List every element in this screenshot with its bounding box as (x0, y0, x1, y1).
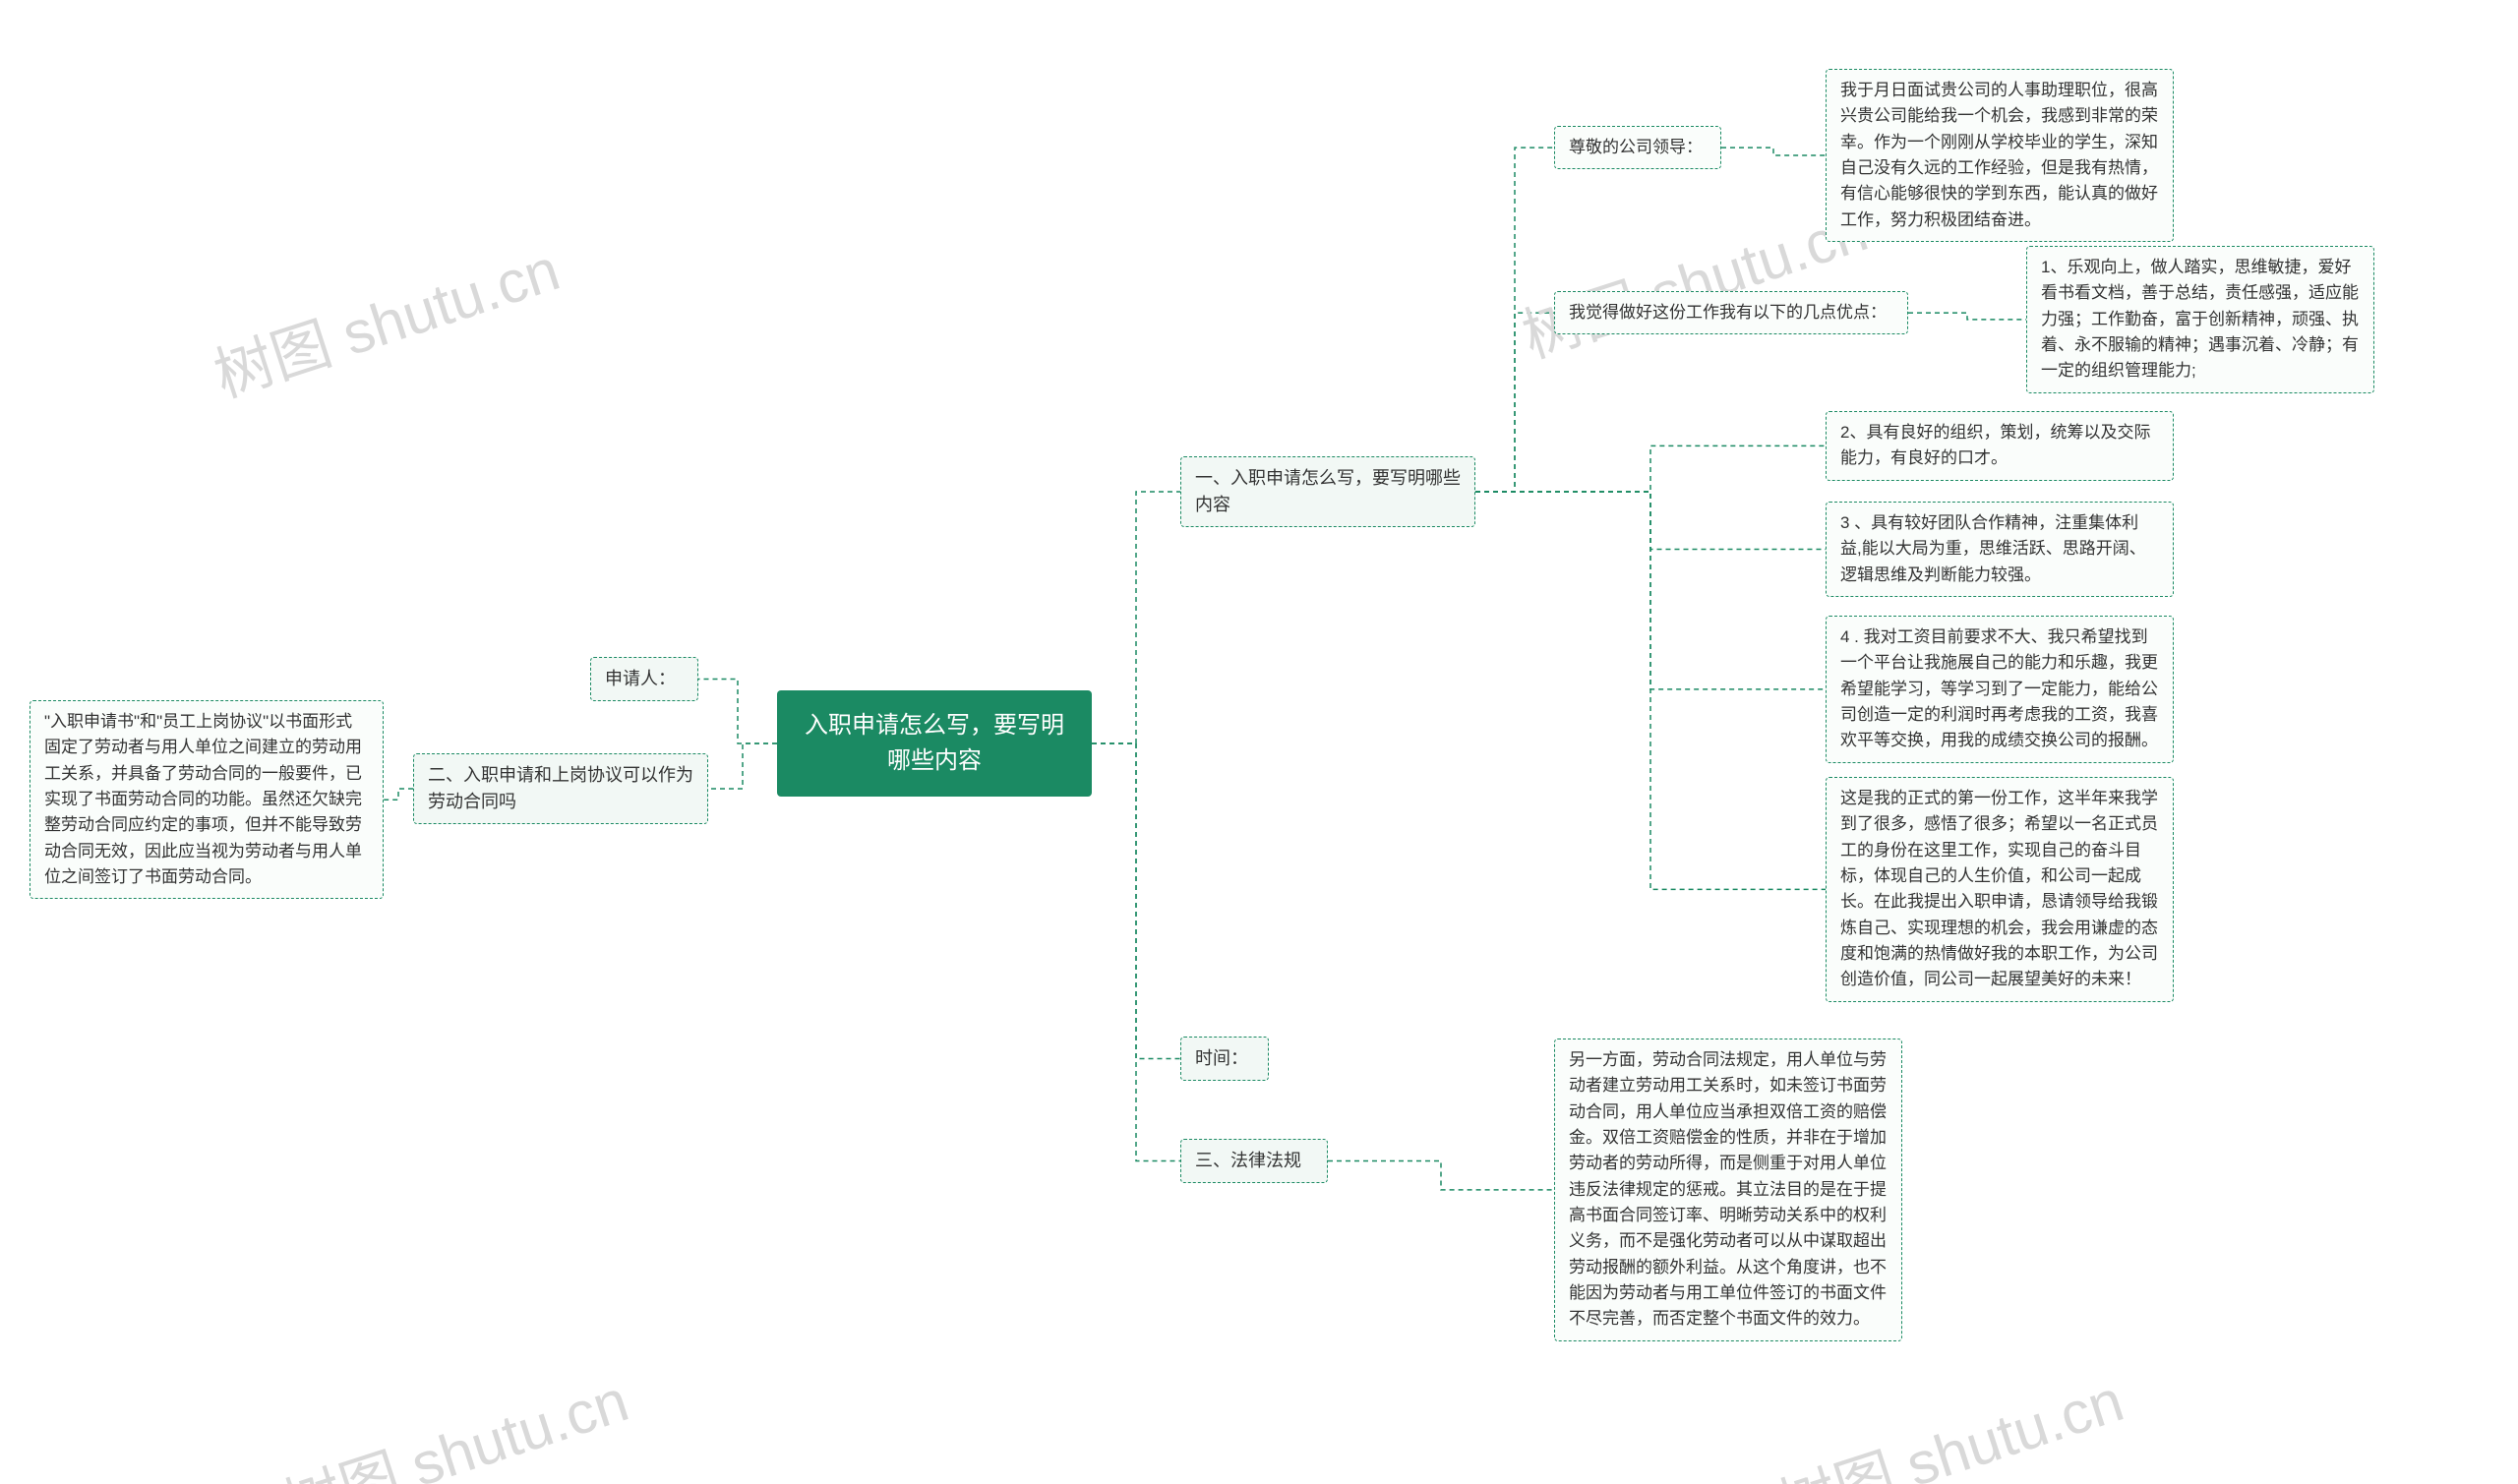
leaf-text: 我于月日面试贵公司的人事助理职位，很高兴贵公司能给我一个机会，我感到非常的荣幸。… (1840, 81, 2158, 229)
leaf-s1c2a: 1、乐观向上，做人踏实，思维敏捷，爱好看书看文档，善于总结，责任感强，适应能力强… (2026, 246, 2374, 393)
leaf-s1c4: 3 、具有较好团队合作精神，注重集体利益,能以大局为重，思维活跃、思路开阔、逻辑… (1826, 502, 2174, 597)
leaf-text: 4 . 我对工资目前要求不大、我只希望找到一个平台让我施展自己的能力和乐趣，我更… (1840, 627, 2158, 749)
branch-time: 时间： (1180, 1037, 1269, 1081)
watermark: 树图 shutu.cn (1766, 1353, 2132, 1484)
watermark: 树图 shutu.cn (270, 1353, 637, 1484)
leaf-s1c5: 4 . 我对工资目前要求不大、我只希望找到一个平台让我施展自己的能力和乐趣，我更… (1826, 616, 2174, 763)
branch-label: 申请人： (605, 669, 676, 688)
watermark: 树图 shutu.cn (202, 222, 569, 414)
branch-label: 三、法律法规 (1195, 1151, 1301, 1170)
branch-section3: 三、法律法规 (1180, 1139, 1328, 1183)
leaf-text: 另一方面，劳动合同法规定，用人单位与劳动者建立劳动用工关系时，如未签订书面劳动合… (1569, 1050, 1887, 1328)
leaf-text: "入职申请书"和"员工上岗协议"以书面形式固定了劳动者与用人单位之间建立的劳动用… (44, 712, 362, 886)
leaf-s3c1: 另一方面，劳动合同法规定，用人单位与劳动者建立劳动用工关系时，如未签订书面劳动合… (1554, 1039, 1902, 1341)
branch-section1: 一、入职申请怎么写，要写明哪些内容 (1180, 456, 1475, 527)
leaf-s2c1: "入职申请书"和"员工上岗协议"以书面形式固定了劳动者与用人单位之间建立的劳动用… (30, 700, 384, 899)
leaf-s1c1a: 我于月日面试贵公司的人事助理职位，很高兴贵公司能给我一个机会，我感到非常的荣幸。… (1826, 69, 2174, 242)
leaf-text: 我觉得做好这份工作我有以下的几点优点： (1569, 303, 1887, 322)
leaf-text: 3 、具有较好团队合作精神，注重集体利益,能以大局为重，思维活跃、思路开阔、逻辑… (1840, 513, 2146, 584)
leaf-s1c1: 尊敬的公司领导： (1554, 126, 1721, 169)
branch-label: 一、入职申请怎么写，要写明哪些内容 (1195, 468, 1461, 514)
watermark: 树图 shutu.cn (1510, 183, 1877, 375)
branch-label: 二、入职申请和上岗协议可以作为劳动合同吗 (428, 765, 693, 811)
leaf-s1c6: 这是我的正式的第一份工作，这半年来我学到了很多，感悟了很多；希望以一名正式员工的… (1826, 777, 2174, 1002)
root-label: 入职申请怎么写，要写明哪些内容 (805, 712, 1064, 774)
leaf-text: 1、乐观向上，做人踏实，思维敏捷，爱好看书看文档，善于总结，责任感强，适应能力强… (2041, 258, 2359, 380)
root-node: 入职申请怎么写，要写明哪些内容 (777, 690, 1092, 797)
leaf-text: 这是我的正式的第一份工作，这半年来我学到了很多，感悟了很多；希望以一名正式员工的… (1840, 789, 2158, 988)
leaf-text: 2、具有良好的组织，策划，统筹以及交际能力，有良好的口才。 (1840, 423, 2150, 467)
branch-section2: 二、入职申请和上岗协议可以作为劳动合同吗 (413, 753, 708, 824)
leaf-s1c2: 我觉得做好这份工作我有以下的几点优点： (1554, 291, 1908, 334)
leaf-text: 尊敬的公司领导： (1569, 138, 1703, 156)
branch-label: 时间： (1195, 1048, 1248, 1068)
branch-applicant: 申请人： (590, 657, 698, 701)
leaf-s1c3: 2、具有良好的组织，策划，统筹以及交际能力，有良好的口才。 (1826, 411, 2174, 481)
